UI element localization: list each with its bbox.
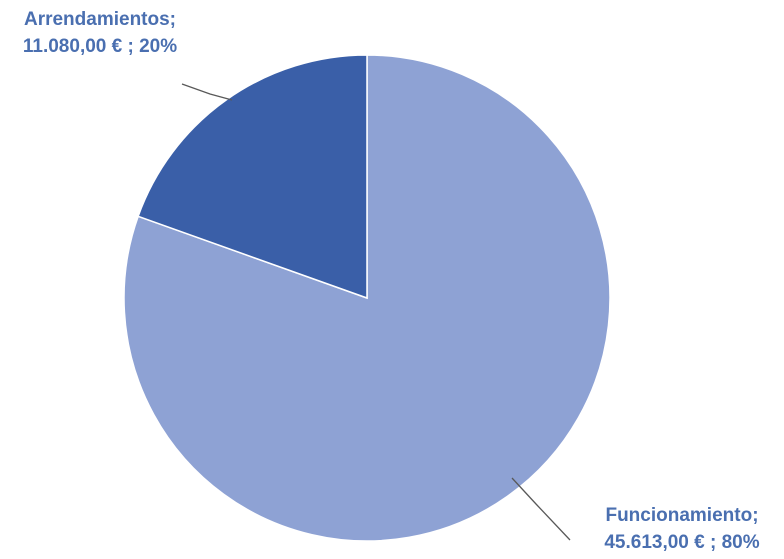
leader-line-funcionamiento xyxy=(511,477,571,541)
leader-line-arrendamientos xyxy=(181,83,233,101)
data-label-arrendamientos-category: Arrendamientos; xyxy=(24,9,176,30)
data-label-arrendamientos-value: 11.080,00 € ; 20% xyxy=(23,36,177,57)
data-label-funcionamiento-value: 45.613,00 € ; 80% xyxy=(604,532,759,553)
data-label-funcionamiento-category: Funcionamiento; xyxy=(605,505,758,526)
pie-slices xyxy=(123,54,611,542)
data-label-funcionamiento: Funcionamiento; 45.613,00 € ; 80% xyxy=(604,505,759,553)
pie-slice-arrendamientos xyxy=(137,54,368,300)
data-label-arrendamientos: Arrendamientos; 11.080,00 € ; 20% xyxy=(23,9,177,57)
